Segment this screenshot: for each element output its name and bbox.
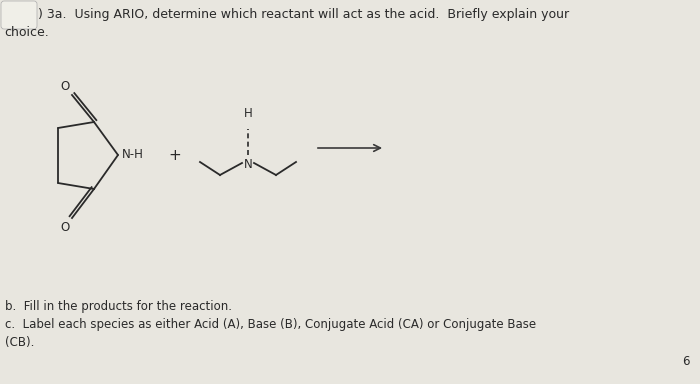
Text: N: N: [244, 158, 253, 171]
Text: N-H: N-H: [122, 149, 144, 162]
Text: ) 3a.  Using ARIO, determine which reactant will act as the acid.  Briefly expla: ) 3a. Using ARIO, determine which reacta…: [38, 8, 569, 21]
Text: +: +: [169, 147, 181, 162]
Text: choice.: choice.: [4, 26, 49, 39]
Text: O: O: [61, 80, 70, 93]
FancyBboxPatch shape: [1, 1, 37, 29]
Text: b.  Fill in the products for the reaction.: b. Fill in the products for the reaction…: [5, 300, 232, 313]
Text: (CB).: (CB).: [5, 336, 34, 349]
Text: H: H: [244, 107, 253, 120]
Text: O: O: [61, 221, 70, 234]
Text: c.  Label each species as either Acid (A), Base (B), Conjugate Acid (CA) or Conj: c. Label each species as either Acid (A)…: [5, 318, 536, 331]
Text: 6: 6: [682, 355, 690, 368]
